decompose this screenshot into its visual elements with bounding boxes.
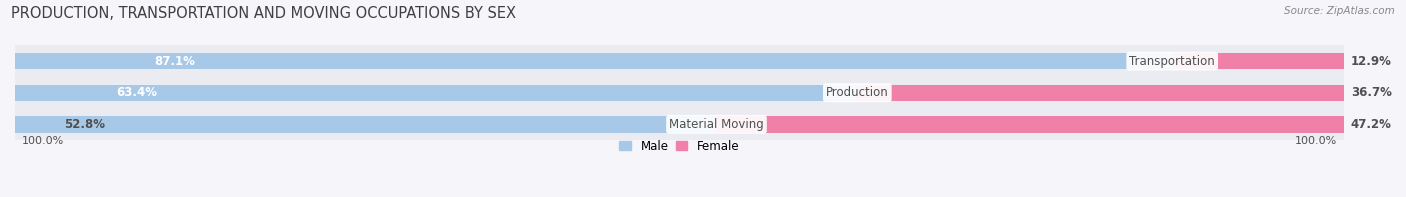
Bar: [858, 85, 1346, 101]
Text: 100.0%: 100.0%: [1295, 136, 1337, 146]
Bar: [15, 85, 858, 101]
Text: Production: Production: [825, 86, 889, 99]
Bar: [15, 109, 1344, 140]
Text: 36.7%: 36.7%: [1351, 86, 1392, 99]
Bar: [15, 53, 1173, 69]
Bar: [15, 77, 1344, 109]
Text: 100.0%: 100.0%: [21, 136, 63, 146]
Text: 63.4%: 63.4%: [117, 86, 157, 99]
Text: Transportation: Transportation: [1129, 55, 1215, 68]
Bar: [15, 116, 717, 133]
Text: 52.8%: 52.8%: [65, 118, 105, 131]
Bar: [717, 116, 1344, 133]
Text: Material Moving: Material Moving: [669, 118, 763, 131]
Text: 12.9%: 12.9%: [1350, 55, 1391, 68]
Text: 47.2%: 47.2%: [1350, 118, 1391, 131]
Text: PRODUCTION, TRANSPORTATION AND MOVING OCCUPATIONS BY SEX: PRODUCTION, TRANSPORTATION AND MOVING OC…: [11, 6, 516, 21]
Bar: [1173, 53, 1344, 69]
Text: 87.1%: 87.1%: [153, 55, 195, 68]
Bar: [15, 45, 1344, 77]
Legend: Male, Female: Male, Female: [614, 135, 744, 158]
Text: Source: ZipAtlas.com: Source: ZipAtlas.com: [1284, 6, 1395, 16]
